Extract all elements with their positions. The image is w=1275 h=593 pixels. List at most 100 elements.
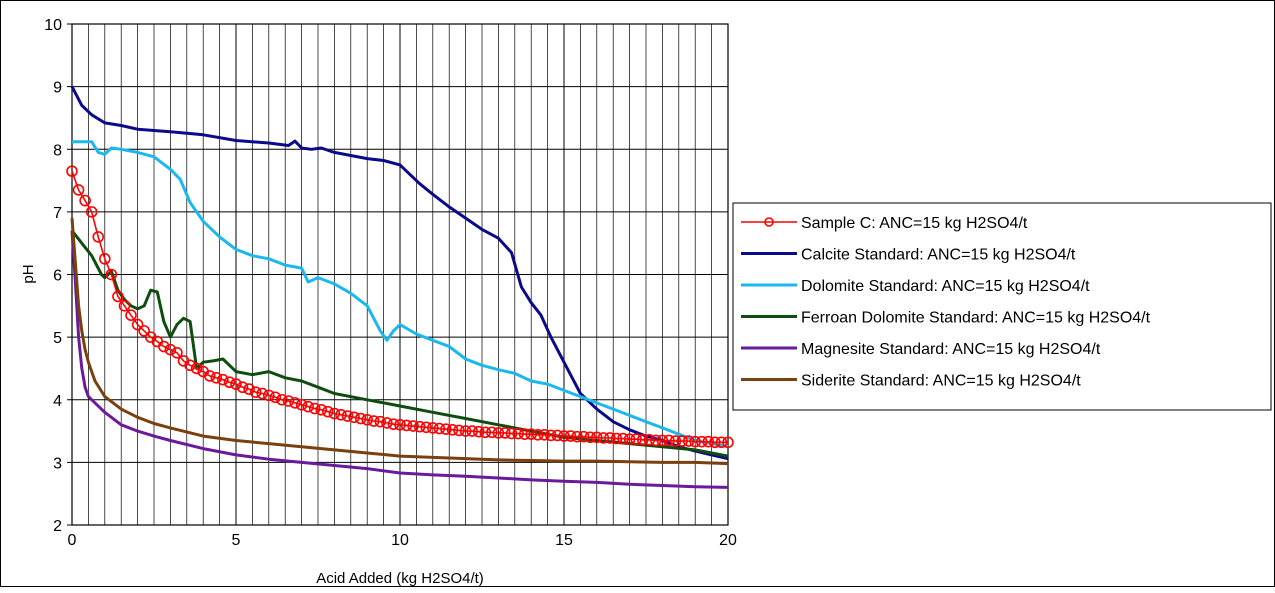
sample-c-point (256, 387, 269, 400)
legend-label-3: Ferroan Dolomite Standard: ANC=15 kg H2S… (801, 310, 1151, 327)
sample-c-point (269, 391, 282, 404)
sample-c-point (440, 423, 452, 435)
sample-c-point (669, 435, 682, 447)
y-tick-label: 6 (53, 268, 62, 285)
sample-c-point (99, 253, 111, 265)
legend-label-4: Magnesite Standard: ANC=15 kg H2SO4/t (801, 341, 1101, 358)
sample-c-point (223, 376, 236, 389)
sample-c-point (531, 429, 544, 441)
sample-c-point (446, 424, 459, 436)
sample-c-point (617, 432, 629, 445)
sample-c-point (210, 372, 223, 384)
sample-c-point (125, 309, 137, 322)
legend-box (732, 202, 1272, 411)
series-line-4 (70, 230, 729, 489)
sample-c-point (400, 419, 413, 432)
sample-c-point (623, 433, 636, 446)
sample-c-point (590, 431, 603, 444)
sample-c-point (486, 426, 498, 439)
sample-c-point (72, 184, 85, 196)
sample-c-point (558, 430, 570, 442)
sample-c-point (361, 413, 374, 426)
series-line-2 (72, 140, 729, 449)
x-axis-title: Acid Added (kg H2SO4/t) (316, 570, 484, 587)
sample-c-point (315, 403, 328, 416)
sample-c-point (426, 422, 439, 434)
sample-c-point (709, 436, 721, 449)
sample-c-point (92, 231, 105, 243)
sample-c-point (282, 395, 295, 407)
y-tick-label: 2 (53, 518, 62, 535)
sample-c-point (459, 425, 472, 437)
y-tick-label: 7 (53, 205, 62, 222)
sample-c-point (656, 434, 669, 447)
sample-c-point (518, 428, 531, 440)
sample-c-point (105, 268, 118, 281)
legend-label-1: Calcite Standard: ANC=15 kg H2SO4/t (801, 247, 1076, 264)
sample-c-point (420, 421, 433, 434)
sample-c-point (472, 425, 485, 438)
sample-c-point (643, 434, 656, 446)
grid-layer (71, 23, 729, 526)
sample-c-point (367, 415, 380, 427)
sample-c-point (348, 411, 360, 424)
sample-c-point (308, 402, 321, 415)
sample-c-point (499, 427, 511, 439)
sample-c-point (236, 381, 249, 394)
sample-c-point (676, 435, 688, 447)
sample-c-point (492, 427, 505, 439)
y-tick-label: 4 (53, 393, 62, 410)
sample-c-point (341, 410, 354, 422)
sample-c-point (354, 412, 367, 425)
sample-c-point (512, 427, 524, 440)
y-tick-label: 3 (53, 455, 62, 472)
sample-c-point (381, 417, 393, 429)
sample-c-point (262, 389, 275, 402)
axis-layer: 0 5 10 15 20 2 3 4 5 6 7 8 9 10 (44, 17, 737, 549)
legend-layer: Sample C: ANC=15 kg H2SO4/t Calcite Stand… (732, 202, 1272, 411)
sample-c-point (538, 429, 551, 441)
x-tick-label: 0 (68, 532, 77, 549)
sample-c-point (702, 435, 715, 448)
legend-label-0: Sample C: ANC=15 kg H2SO4/t (801, 215, 1028, 232)
legend-label-5: Siderite Standard: ANC=15 kg H2SO4/t (801, 373, 1081, 390)
sample-c-point (79, 194, 91, 207)
sample-c-point (584, 431, 597, 444)
sample-c-point (374, 415, 387, 428)
sample-c-point (138, 325, 150, 337)
y-axis-title: pH (20, 264, 37, 283)
series-line-5 (70, 217, 729, 466)
sample-c-point (413, 420, 426, 433)
sample-c-point (407, 420, 419, 432)
sample-c-point (722, 436, 734, 449)
sample-c-point (525, 428, 538, 440)
sample-c-point (564, 430, 577, 442)
sample-c-point (131, 318, 144, 331)
sample-c-point (453, 424, 465, 437)
legend-label-2: Dolomite Standard: ANC=15 kg H2SO4/t (801, 278, 1090, 295)
legend-marker (764, 217, 774, 227)
sample-c-point (663, 434, 675, 447)
sample-c-point (433, 422, 446, 435)
y-tick-label: 10 (44, 17, 62, 34)
sample-c-point (184, 359, 196, 372)
sample-c-point (545, 429, 557, 442)
x-tick-label: 5 (232, 532, 241, 549)
sample-c-point (715, 436, 728, 449)
sample-c-point (217, 373, 229, 386)
sample-c-point (289, 397, 301, 409)
y-tick-label: 9 (53, 80, 62, 97)
sample-c-point (695, 435, 708, 448)
y-tick-label: 5 (53, 330, 62, 347)
plot-area-border (71, 23, 729, 526)
sample-c-point (571, 430, 583, 443)
series-line-1 (70, 85, 729, 461)
sample-c-point (610, 432, 623, 445)
sample-c-point (689, 435, 702, 448)
sample-c-point (112, 290, 124, 303)
series-layer (66, 85, 734, 489)
sample-c-point (118, 300, 131, 312)
sample-c-point (682, 435, 695, 447)
sample-c-point (479, 426, 492, 439)
